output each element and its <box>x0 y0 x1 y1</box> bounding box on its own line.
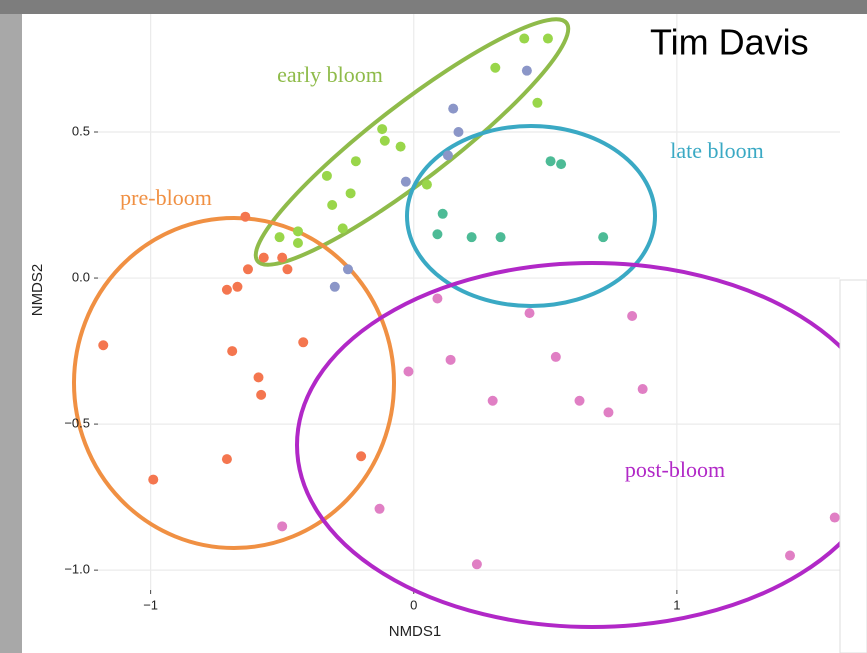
point <box>830 513 840 523</box>
point <box>532 98 542 108</box>
point <box>556 159 566 169</box>
point <box>438 209 448 219</box>
annotation: early bloom <box>277 62 383 87</box>
point <box>256 390 266 400</box>
point <box>446 355 456 365</box>
annotation: pre-bloom <box>120 185 212 210</box>
point <box>472 559 482 569</box>
point <box>243 264 253 274</box>
slide: Tim Davis NMDS1 NMDS2 −1 0 1 −1.0 −0.5 0.0 0.5… <box>0 0 867 653</box>
point <box>282 264 292 274</box>
y-tick-label: −0.5 <box>64 416 90 431</box>
y-tick-label: 0.5 <box>72 123 90 138</box>
point <box>330 282 340 292</box>
point <box>322 171 332 181</box>
point <box>785 551 795 561</box>
point <box>222 454 232 464</box>
point <box>327 200 337 210</box>
point <box>603 407 613 417</box>
point <box>448 104 458 114</box>
point <box>627 311 637 321</box>
point <box>403 367 413 377</box>
y-axis-label: NMDS2 <box>29 264 46 317</box>
point <box>488 396 498 406</box>
plot-area <box>98 14 840 590</box>
point <box>240 212 250 222</box>
point <box>525 308 535 318</box>
point <box>277 253 287 263</box>
point <box>401 177 411 187</box>
point <box>543 34 553 44</box>
point <box>227 346 237 356</box>
overlay-panel <box>840 280 867 653</box>
point <box>343 264 353 274</box>
point <box>222 285 232 295</box>
point <box>346 188 356 198</box>
point <box>432 293 442 303</box>
point <box>432 229 442 239</box>
point <box>598 232 608 242</box>
point <box>519 34 529 44</box>
point <box>293 238 303 248</box>
point <box>298 337 308 347</box>
point <box>496 232 506 242</box>
point <box>522 66 532 76</box>
slide-title: Tim Davis <box>650 22 809 63</box>
x-tick-label: 1 <box>673 597 680 612</box>
page: Tim Davis NMDS1 NMDS2 −1 0 1 −1.0 −0.5 0.0 0.5… <box>0 0 867 653</box>
point <box>293 226 303 236</box>
point <box>275 232 285 242</box>
point <box>422 180 432 190</box>
point <box>375 504 385 514</box>
annotation: late bloom <box>670 138 763 163</box>
point <box>259 253 269 263</box>
y-tick-label: 0.0 <box>72 269 90 284</box>
point <box>98 340 108 350</box>
point <box>277 521 287 531</box>
point <box>396 142 406 152</box>
point <box>453 127 463 137</box>
point <box>338 223 348 233</box>
point <box>254 372 264 382</box>
point <box>551 352 561 362</box>
top-strip <box>0 0 867 14</box>
point <box>575 396 585 406</box>
point <box>546 156 556 166</box>
point <box>351 156 361 166</box>
x-tick-label: −1 <box>143 597 158 612</box>
annotation: post-bloom <box>625 457 725 482</box>
point <box>380 136 390 146</box>
point <box>356 451 366 461</box>
point <box>232 282 242 292</box>
y-tick-label: −1.0 <box>64 562 90 577</box>
x-tick-label: 0 <box>410 597 417 612</box>
x-axis-label: NMDS1 <box>389 623 442 640</box>
point <box>467 232 477 242</box>
point <box>490 63 500 73</box>
point <box>377 124 387 134</box>
point <box>148 475 158 485</box>
point <box>638 384 648 394</box>
point <box>443 150 453 160</box>
